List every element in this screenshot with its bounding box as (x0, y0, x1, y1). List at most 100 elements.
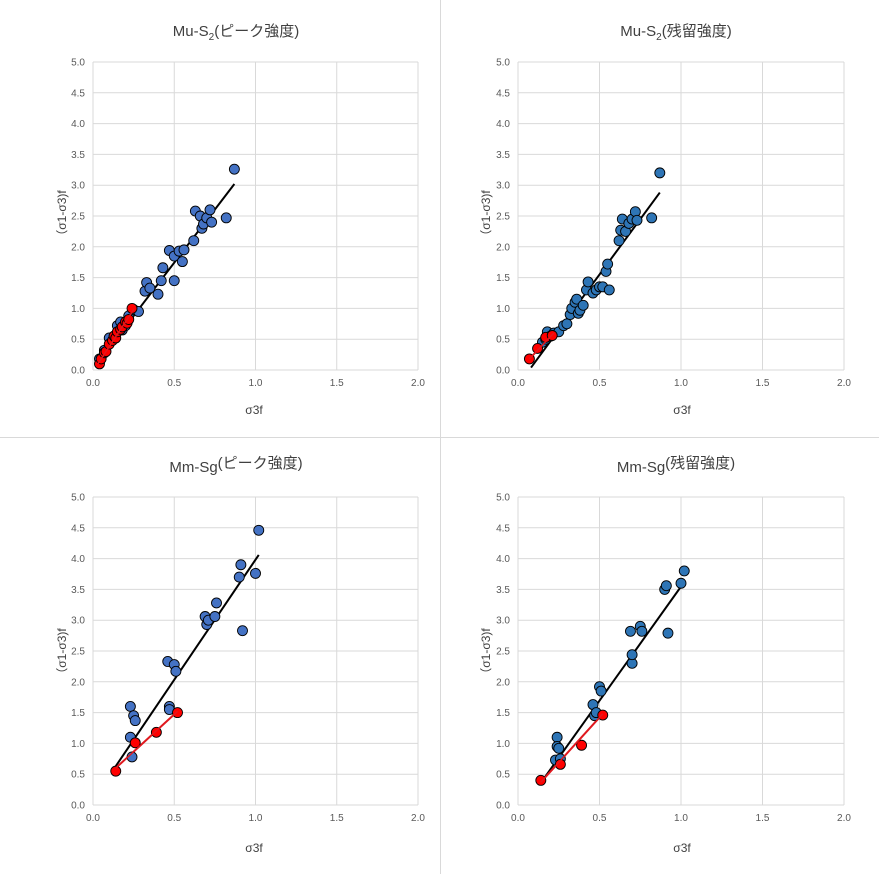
highlight-data-point (150, 726, 162, 738)
y-tick-label: 3.5 (496, 585, 510, 596)
highlight-data-point (554, 758, 566, 770)
x-tick-label: 1.5 (756, 813, 770, 824)
y-tick-label: 1.5 (71, 708, 85, 719)
highlight-data-point (535, 774, 547, 786)
y-tick-label: 2.0 (496, 677, 510, 688)
x-tick-label: 0.0 (511, 813, 525, 824)
y-tick-label: 4.5 (496, 523, 510, 534)
highlight-data-point (172, 707, 183, 719)
y-tick-label: 1.0 (496, 739, 510, 750)
data-point (654, 167, 666, 179)
data-point (204, 204, 216, 216)
data-point (613, 235, 625, 247)
data-point (561, 318, 573, 330)
chart-svg: Mm-Sg(残留強度) 0.0 0.5 1.0 1.5 2.0 2.5 3.0 3.5 4.0 4… (479, 455, 851, 855)
y-tick-label: 0.0 (71, 801, 85, 812)
y-tick-label: 0.5 (71, 335, 85, 346)
data-point (582, 276, 594, 288)
x-tick-label: 1.5 (330, 813, 344, 824)
data-point (209, 611, 221, 622)
x-tick-label: 2.0 (411, 813, 425, 824)
y-axis-label: （σ1-σ3)f (479, 190, 493, 242)
x-tick-label: 1.5 (330, 378, 344, 389)
highlight-data-point (532, 342, 544, 354)
y-tick-label: 2.0 (496, 242, 510, 253)
horizontal-divider (0, 437, 879, 438)
data-point (577, 299, 589, 311)
y-tick-label: 5.0 (71, 58, 85, 69)
highlight-data-point (129, 737, 141, 749)
y-tick-label: 4.5 (71, 88, 85, 99)
y-tick-label: 1.0 (71, 304, 85, 315)
y-tick-label: 0.0 (496, 801, 510, 812)
plot-area: 0.0 0.5 1.0 1.5 2.0 2.5 3.0 3.5 4.0 4.5 5.0 0.0 0.5 1… (71, 58, 425, 390)
chart-mu-s2-peak: Mu-S2(ピーク強度) 0.0 0.5 1.0 1.5 2.0 2.5 3.0 3.5 4.0… (0, 0, 440, 437)
y-tick-label: 4.5 (71, 523, 85, 534)
data-point (220, 212, 232, 224)
x-tick-label: 1.0 (674, 813, 688, 824)
x-axis-label: σ3f (673, 403, 691, 417)
y-tick-label: 4.0 (71, 119, 85, 130)
data-point (595, 685, 607, 697)
y-tick-label: 0.0 (496, 366, 510, 377)
x-axis-label: σ3f (245, 403, 263, 417)
x-tick-label: 0.5 (593, 813, 607, 824)
data-point (152, 288, 164, 300)
y-axis-label: （σ1-σ3)f (55, 628, 69, 680)
data-point (675, 577, 687, 589)
data-point (602, 258, 614, 270)
x-tick-label: 2.0 (837, 813, 851, 824)
data-point (228, 163, 240, 175)
plot-area: 0.0 0.5 1.0 1.5 2.0 2.5 3.0 3.5 4.0 4.5 5.0 0.0 0.5 1… (71, 493, 425, 825)
data-point (211, 597, 222, 609)
data-point (144, 282, 156, 294)
y-tick-label: 0.5 (496, 335, 510, 346)
data-point (646, 212, 658, 224)
x-axis-label: σ3f (673, 841, 691, 855)
y-tick-label: 0.5 (71, 770, 85, 781)
chart-mm-sg-peak: Mm-Sg(ピーク強度) 0.0 0.5 1.0 1.5 2.0 2.5 3.0 3.5 4.0… (0, 437, 440, 874)
data-point (662, 627, 674, 639)
data-point (235, 559, 247, 571)
data-point (631, 214, 643, 226)
chart-svg: Mu-S2(ピーク強度) 0.0 0.5 1.0 1.5 2.0 2.5 3.0 3.5 4.0… (55, 23, 425, 417)
y-tick-label: 3.0 (71, 181, 85, 192)
x-tick-label: 1.0 (249, 378, 263, 389)
y-axis-label: （σ1-σ3)f (479, 628, 493, 680)
trend-line (114, 554, 260, 767)
y-axis-label: （σ1-σ3)f (55, 190, 69, 242)
title-subscript: 2 (656, 32, 662, 43)
data-point (233, 571, 245, 583)
y-tick-label: 2.5 (71, 647, 85, 658)
y-tick-label: 5.0 (496, 58, 510, 69)
data-point (206, 216, 218, 228)
y-tick-label: 4.0 (71, 554, 85, 565)
x-tick-label: 0.0 (86, 378, 100, 389)
chart-title: Mu-S2(残留強度) (620, 23, 731, 43)
y-tick-label: 1.0 (496, 304, 510, 315)
highlight-trend-line-overlay (540, 713, 604, 783)
y-tick-label: 1.5 (496, 708, 510, 719)
data-point (678, 565, 690, 577)
highlight-trend-line-overlay (97, 309, 135, 365)
y-tick-label: 3.5 (71, 585, 85, 596)
y-tick-label: 2.5 (496, 212, 510, 223)
y-tick-label: 3.0 (71, 616, 85, 627)
y-tick-label: 0.0 (71, 366, 85, 377)
data-point (129, 715, 141, 727)
data-point (553, 742, 565, 754)
y-tick-label: 3.0 (496, 616, 510, 627)
data-point (603, 284, 615, 296)
y-tick-label: 5.0 (71, 493, 85, 504)
x-tick-label: 1.0 (674, 378, 688, 389)
data-point (155, 275, 167, 287)
highlight-data-point (576, 739, 588, 751)
y-tick-label: 5.0 (496, 493, 510, 504)
plot-area: 0.0 0.5 1.0 1.5 2.0 2.5 3.0 3.5 4.0 4.5 5.0 0.0 0.5 1… (496, 58, 851, 390)
y-tick-label: 2.0 (71, 242, 85, 253)
chart-mu-s2-residual: Mu-S2(残留強度) 0.0 0.5 1.0 1.5 2.0 2.5 3.0 3.5 4.0 4… (440, 0, 879, 437)
data-point (626, 649, 638, 661)
y-tick-label: 4.0 (496, 119, 510, 130)
chart-title: Mu-S2(ピーク強度) (173, 23, 299, 43)
